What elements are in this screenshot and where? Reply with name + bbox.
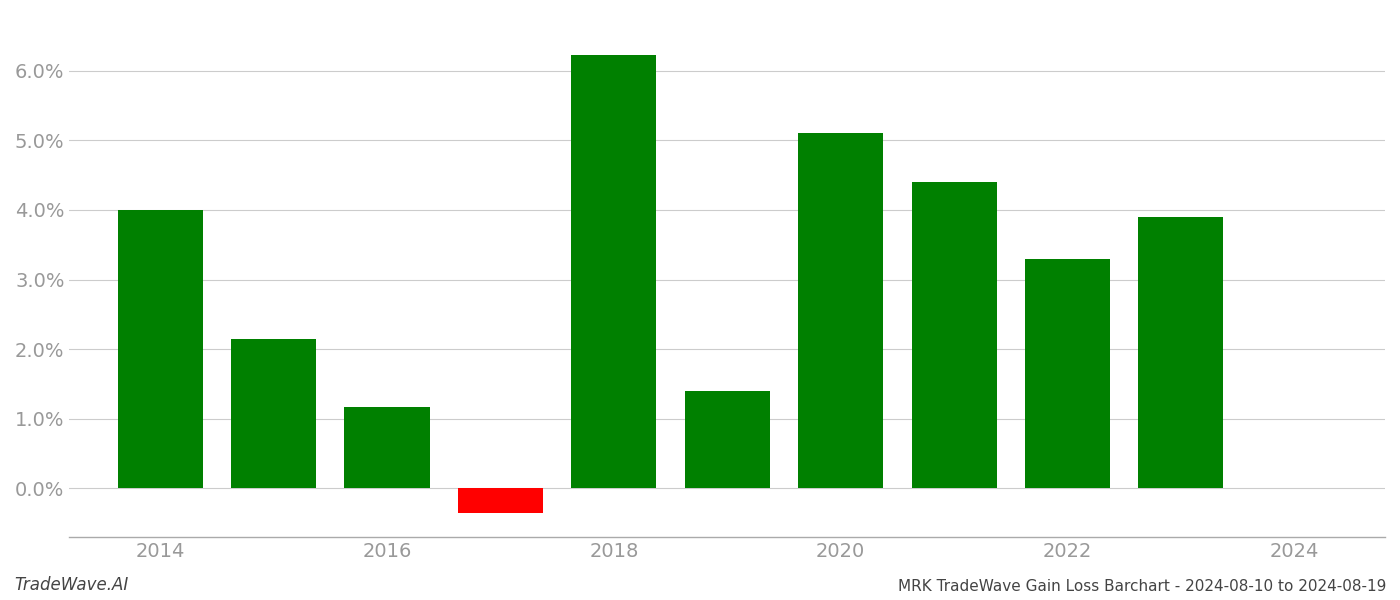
Bar: [118, 210, 203, 488]
Bar: [231, 339, 316, 488]
Bar: [1025, 259, 1110, 488]
Bar: [798, 133, 883, 488]
Text: MRK TradeWave Gain Loss Barchart - 2024-08-10 to 2024-08-19: MRK TradeWave Gain Loss Barchart - 2024-…: [897, 579, 1386, 594]
Bar: [458, 488, 543, 513]
Bar: [685, 391, 770, 488]
Text: TradeWave.AI: TradeWave.AI: [14, 576, 129, 594]
Bar: [344, 407, 430, 488]
Bar: [571, 55, 657, 488]
Bar: [1138, 217, 1224, 488]
Bar: [911, 182, 997, 488]
